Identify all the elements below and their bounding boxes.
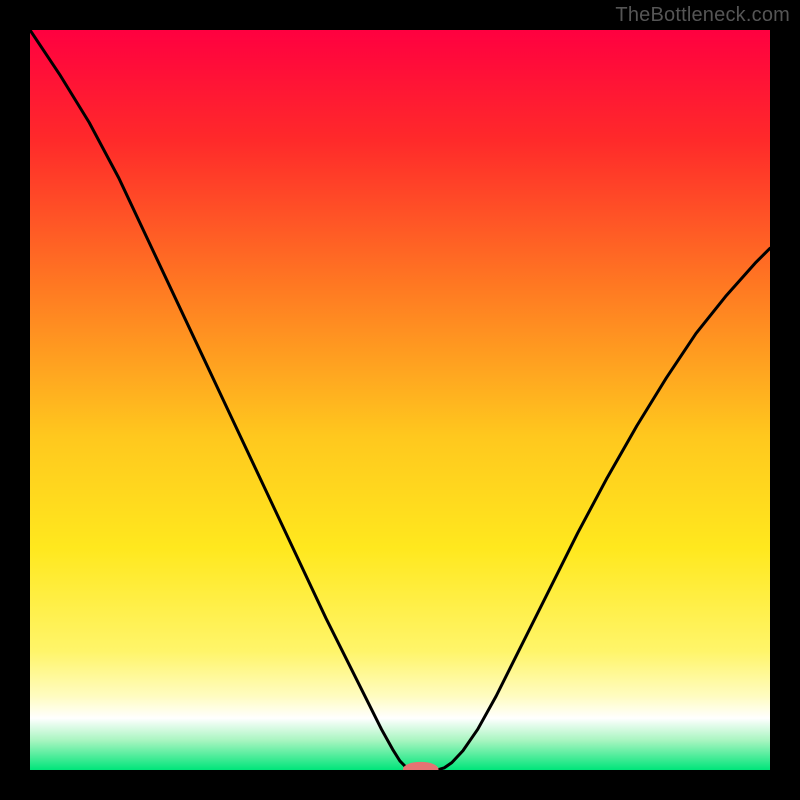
chart-svg [30, 30, 770, 770]
chart-frame: TheBottleneck.com [0, 0, 800, 800]
plot-area [30, 30, 770, 770]
watermark-text: TheBottleneck.com [615, 4, 790, 27]
gradient-background [30, 30, 770, 770]
